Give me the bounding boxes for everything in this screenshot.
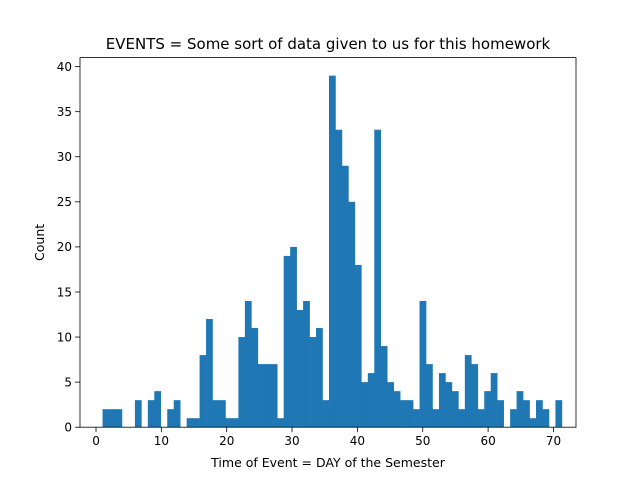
histogram-bar [335,129,343,428]
y-tick-label: 20 [57,240,72,254]
histogram-bar [219,400,226,428]
histogram-bar [380,346,388,428]
histogram-bar [251,328,259,428]
x-tick-label: 0 [92,434,100,448]
histogram-bar [199,355,207,428]
histogram-bar [348,201,356,428]
histogram-bar [206,319,213,428]
histogram-bar [102,409,110,428]
histogram-bar [477,409,485,428]
y-tick-label: 15 [57,285,72,299]
histogram-bar [471,364,479,428]
histogram-bar [212,400,220,428]
histogram-bar [109,409,116,428]
histogram-bar [367,373,375,428]
histogram-bar [523,400,530,428]
y-tick-label: 0 [64,421,72,435]
histogram-bar [497,400,504,428]
histogram-bar [193,418,200,428]
histogram-bar [361,382,369,428]
histogram-bar [277,418,284,428]
histogram-bar [516,391,524,428]
histogram-bar [225,418,233,428]
x-tick-label: 40 [350,434,365,448]
histogram-bar [490,373,498,428]
histogram-bar [134,400,142,428]
histogram-bar [542,409,550,428]
histogram-bar [167,409,175,428]
x-tick-label: 20 [219,434,234,448]
chart-title: EVENTS = Some sort of data given to us f… [106,35,551,53]
histogram-bar [458,409,466,428]
histogram-bars [102,75,563,428]
histogram-bar [231,418,239,428]
histogram-bar [426,364,433,428]
y-tick-label: 35 [57,105,72,119]
histogram-bar [309,337,317,428]
x-tick-label: 30 [284,434,299,448]
histogram-bar [296,310,304,428]
histogram-bar [464,355,472,428]
histogram-bar [393,391,401,428]
plot-frame [79,57,577,428]
x-tick-label: 50 [415,434,430,448]
histogram-bar [529,418,537,428]
histogram-bar [432,409,440,428]
histogram-bar [451,391,459,428]
histogram-bar [257,364,265,428]
y-tick-label: 5 [64,375,72,389]
histogram-bar [322,400,330,428]
x-axis-label: Time of Event = DAY of the Semester [210,455,446,470]
histogram-bar [303,301,310,428]
histogram-bar [147,400,155,428]
histogram-bar [387,382,394,428]
histogram-bar [419,301,427,428]
histogram-bar [238,337,246,428]
histogram-bar [555,400,563,428]
histogram-bar [328,75,336,428]
histogram-bar [173,400,181,428]
histogram-bar [244,301,252,428]
histogram-bar [510,409,517,428]
histogram-bar [484,391,492,428]
histogram-bar [290,246,297,428]
x-tick-label: 60 [480,434,495,448]
histogram-bar [270,364,278,428]
histogram-bar [374,129,382,428]
x-axis-ticks: 0 10 20 30 40 50 60 70 [92,427,561,448]
histogram-bar [154,391,162,428]
histogram-bar [341,165,349,428]
histogram-bar [536,400,543,428]
y-tick-label: 30 [57,150,72,164]
y-axis-label: Count [32,224,47,261]
histogram-bar [445,382,453,428]
histogram-bar [400,400,407,428]
y-tick-label: 10 [57,330,72,344]
histogram-bar [354,264,362,428]
histogram-bar [283,255,291,428]
x-tick-label: 70 [546,434,561,448]
histogram-bar [438,373,446,428]
histogram-bar [316,328,323,428]
y-tick-label: 25 [57,195,72,209]
histogram-bar [115,409,123,428]
histogram-bar [264,364,272,428]
histogram-bar [186,418,194,428]
histogram-bar [413,409,420,428]
histogram-bar [406,400,414,428]
y-tick-label: 40 [57,60,72,74]
x-tick-label: 10 [154,434,169,448]
y-axis-ticks: 0 5 10 15 20 25 30 35 40 [57,60,80,435]
